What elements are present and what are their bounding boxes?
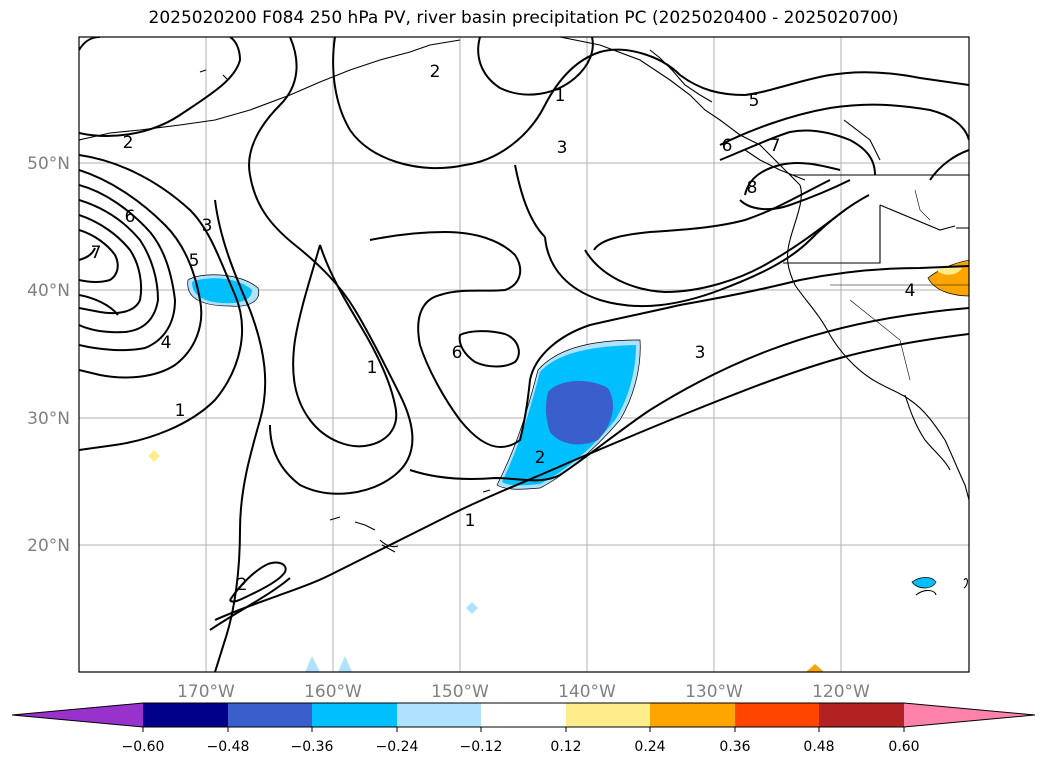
contour-label: 2 (123, 133, 134, 153)
colorbar-tick-label: −0.60 (122, 739, 165, 755)
colorbar-extend-max (904, 703, 1035, 727)
lat-tick-label: 50°N (27, 154, 70, 174)
colorbar-tick-label: 0.12 (550, 739, 581, 755)
contour-label: 7 (91, 243, 102, 263)
contour-label: 5 (189, 251, 200, 271)
lat-tick-label: 40°N (27, 281, 70, 301)
colorbar-segment (735, 703, 819, 727)
colorbar-segment (228, 703, 312, 727)
colorbar-segment (819, 703, 904, 727)
colorbar-extend-min (12, 703, 143, 727)
colorbar-tick-label: 0.24 (634, 739, 665, 755)
colorbar: −0.60 −0.48 −0.36 −0.24 −0.12 0.12 0.24 … (11, 702, 1036, 755)
lon-tick-label: 120°W (812, 682, 870, 702)
colorbar-tick-label: −0.24 (376, 739, 419, 755)
contour-label: 5 (749, 91, 760, 111)
colorbar-segment (566, 703, 650, 727)
lon-tick-label: 170°W (177, 682, 235, 702)
colorbar-tick-label: 0.48 (803, 739, 834, 755)
contour-label: 2 (237, 575, 248, 595)
negative-anomaly-small-2 (305, 656, 320, 672)
contour-labels: 2 2 1 3 5 6 7 8 6 3 5 7 4 1 1 6 3 2 1 2 … (91, 62, 916, 595)
negative-anomaly-central-core (545, 380, 613, 445)
lat-tick-label: 20°N (27, 536, 70, 556)
lon-tick-label: 150°W (431, 682, 489, 702)
map-title: 2025020200 F084 250 hPa PV, river basin … (148, 8, 899, 28)
contour-label: 3 (557, 138, 568, 158)
negative-anomaly-small-1 (911, 577, 937, 589)
contour-label: 1 (367, 358, 378, 378)
colorbar-segment (397, 703, 481, 727)
colorbar-tick-label: −0.36 (291, 739, 334, 755)
contour-label: 3 (695, 343, 706, 363)
contour-label: 7 (770, 136, 781, 156)
contour-label: 1 (465, 511, 476, 531)
contour-label: 4 (905, 281, 916, 301)
map-area: 2 2 1 3 5 6 7 8 6 3 5 7 4 1 1 6 3 2 1 2 … (79, 37, 969, 672)
positive-anomaly-east-edge (936, 266, 962, 275)
negative-anomaly-small-4 (466, 602, 478, 614)
map-frame (78, 36, 970, 673)
colorbar-tick-label: −0.48 (207, 739, 250, 755)
colorbar-ticks (142, 727, 905, 732)
negative-anomaly-west-core (192, 278, 252, 304)
latitude-tick-labels: 50°N 40°N 30°N 20°N (27, 154, 70, 556)
contour-label: 6 (452, 343, 463, 363)
contour-label: 2 (535, 448, 546, 468)
contour-label: 4 (161, 333, 172, 353)
negative-anomaly-small-3 (338, 656, 352, 672)
contour-label: 6 (125, 207, 136, 227)
lon-tick-label: 140°W (558, 682, 616, 702)
contour-label: 8 (747, 178, 758, 198)
contour-label: 6 (722, 136, 733, 156)
colorbar-tick-label: 0.60 (888, 739, 919, 755)
lon-tick-label: 160°W (304, 682, 362, 702)
lat-tick-label: 30°N (27, 409, 70, 429)
positive-anomaly-small (148, 450, 160, 462)
contour-label: 1 (555, 86, 566, 106)
colorbar-segment (481, 703, 566, 727)
colorbar-segment (650, 703, 735, 727)
contour-label: 1 (175, 401, 186, 421)
colorbar-segment (312, 703, 397, 727)
precipitation-anomaly-fills (148, 259, 969, 672)
colorbar-tick-label: 0.36 (719, 739, 750, 755)
longitude-tick-labels: 170°W 160°W 150°W 140°W 130°W 120°W (177, 682, 870, 702)
colorbar-tick-label: −0.12 (460, 739, 503, 755)
contour-label: 2 (430, 62, 441, 82)
lon-tick-label: 130°W (685, 682, 743, 702)
pv-contours (79, 37, 969, 672)
positive-anomaly-small-2 (806, 664, 824, 672)
contour-label: 3 (202, 216, 213, 236)
colorbar-segment (143, 703, 228, 727)
